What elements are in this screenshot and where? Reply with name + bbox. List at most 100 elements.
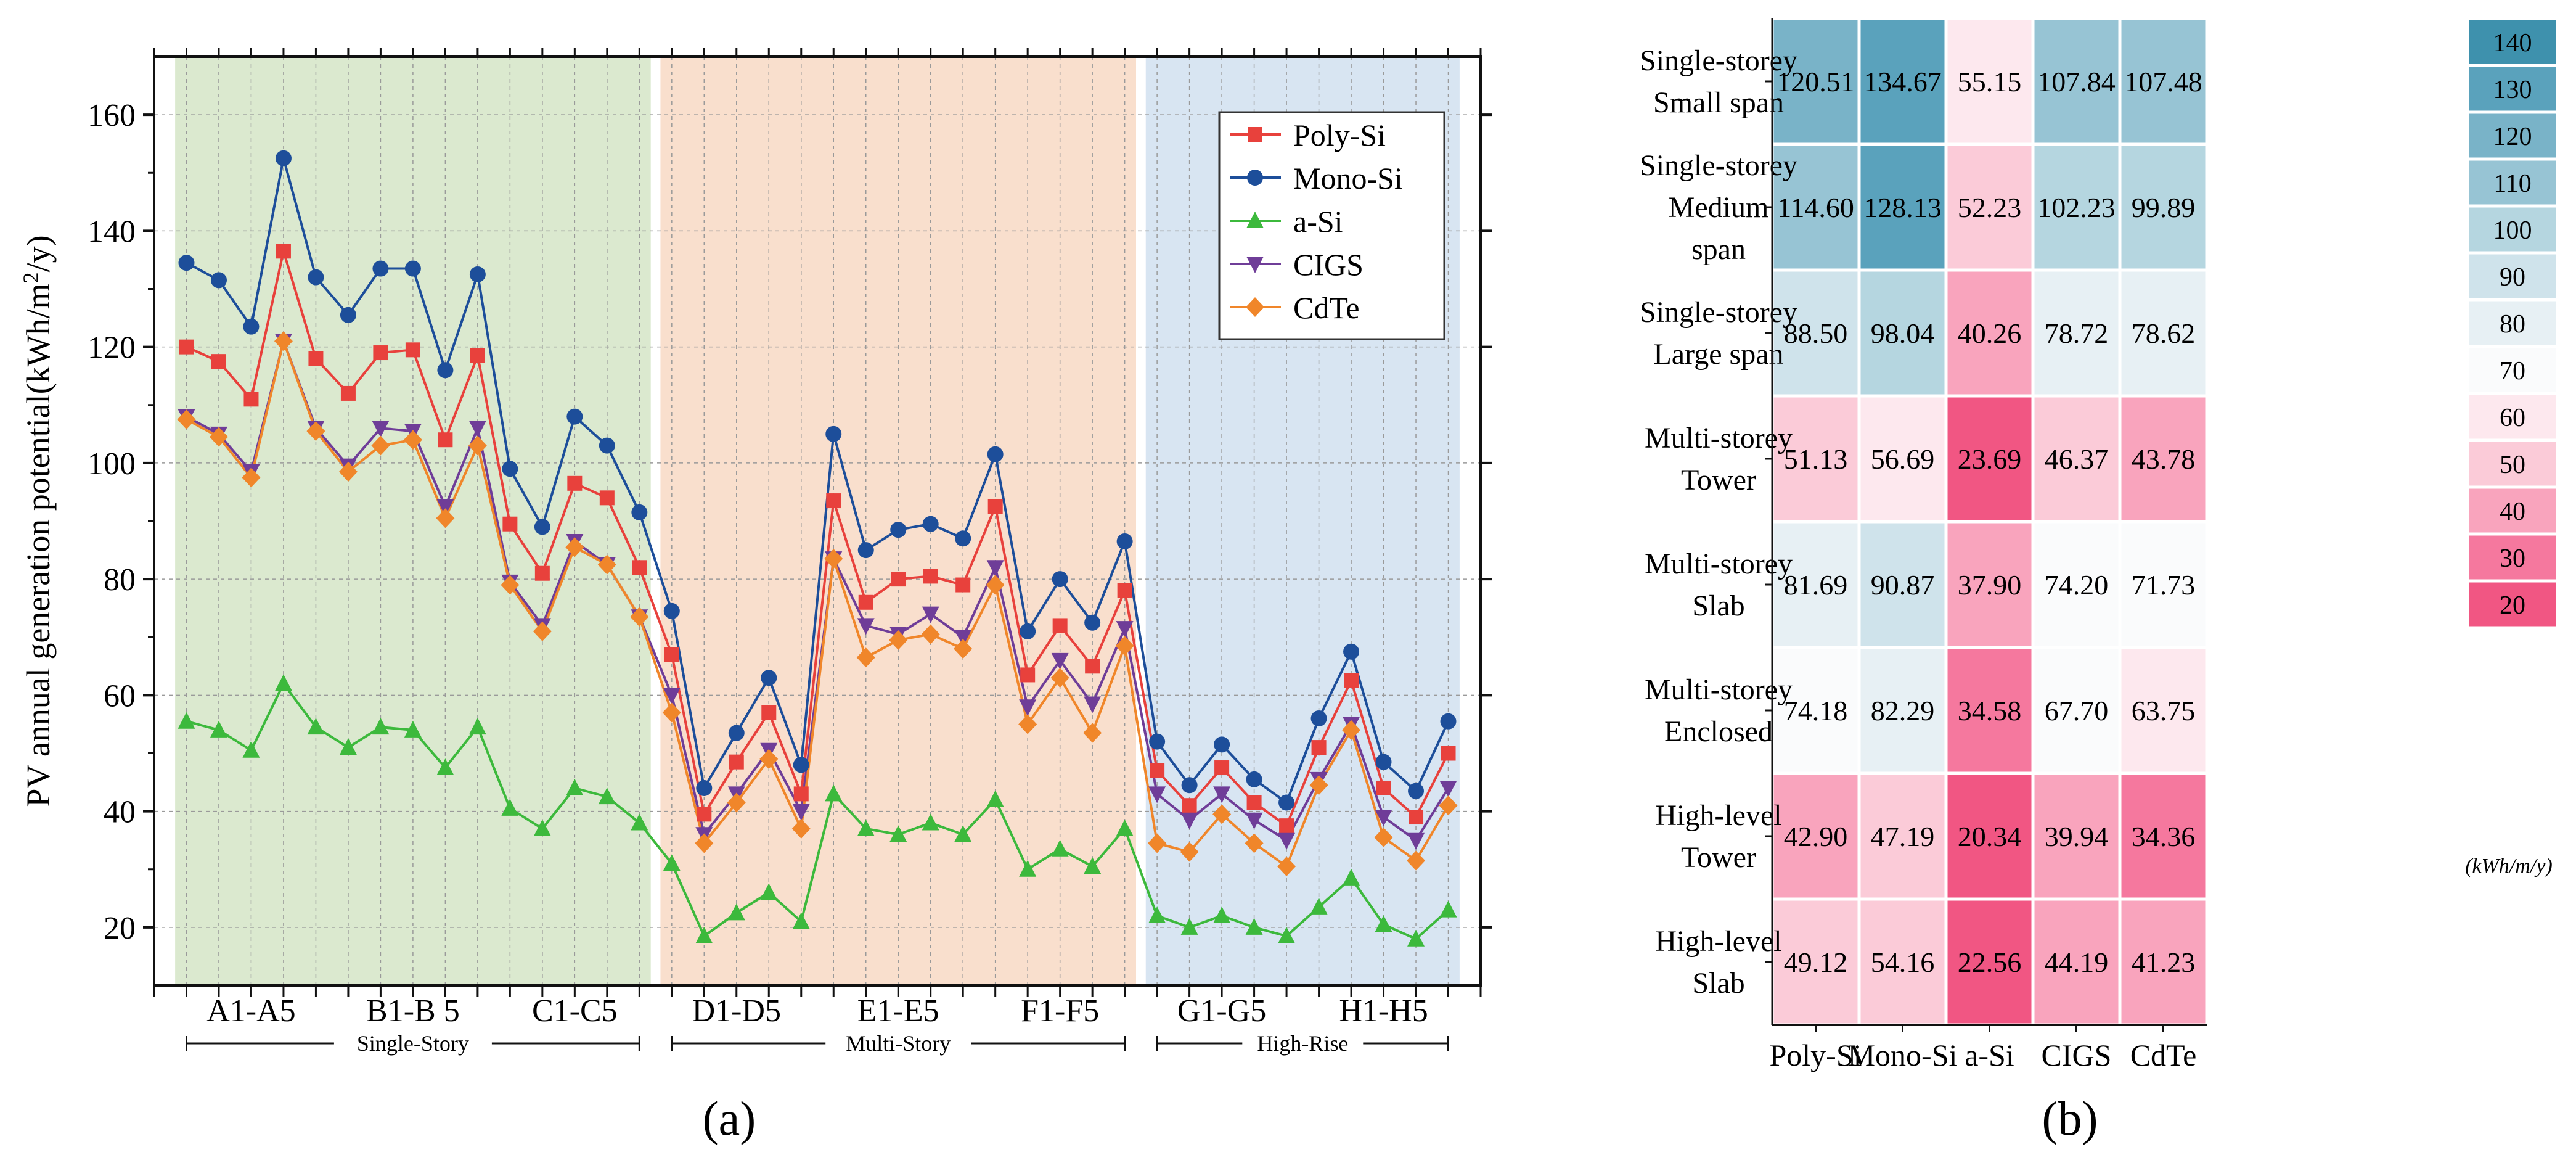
heatmap-cell <box>2118 520 2209 649</box>
x-group-label: A1-A5 <box>206 993 295 1029</box>
y-tick-label: 40 <box>104 795 136 830</box>
point-poly-si <box>1182 798 1197 813</box>
point-poly-si <box>1246 795 1262 810</box>
heatmap-column-label: Mono-Si <box>1848 1038 1958 1072</box>
point-poly-si <box>1150 763 1165 778</box>
heatmap-row-label: Tower <box>1681 841 1756 874</box>
point-a-si <box>210 720 227 738</box>
point-poly-si <box>729 754 744 770</box>
heatmap-cell-value: 52.23 <box>1958 192 2022 223</box>
heatmap-cell-value: 20.34 <box>1958 821 2022 852</box>
point-a-si <box>792 912 810 929</box>
point-mono-si <box>1246 771 1262 787</box>
point-a-si <box>307 718 325 735</box>
heatmap-cell <box>2118 897 2209 1027</box>
point-poly-si <box>179 339 194 355</box>
point-a-si <box>760 883 778 900</box>
point-mono-si <box>825 425 842 442</box>
point-a-si <box>1407 929 1425 947</box>
point-cigs <box>372 421 390 438</box>
heatmap-cell-value: 39.94 <box>2045 821 2109 852</box>
point-poly-si <box>211 354 226 369</box>
heatmap-cell-value: 44.19 <box>2045 947 2109 978</box>
colorbar-label: 80 <box>2500 310 2525 339</box>
point-poly-si <box>697 807 712 822</box>
point-a-si <box>468 718 486 735</box>
point-a-si <box>436 758 454 776</box>
point-mono-si <box>534 519 550 535</box>
heatmap-cell-value: 34.58 <box>1958 695 2022 726</box>
legend-marker-a-si <box>1246 212 1264 228</box>
point-poly-si <box>664 647 679 662</box>
point-poly-si <box>987 499 1003 514</box>
point-cdte <box>727 792 746 813</box>
colorbar: 140 130 120 110 100 90 80 70 60 50 40 30 20 <box>2466 17 2559 630</box>
point-cigs <box>663 688 681 705</box>
heatmap-cell <box>2118 268 2209 398</box>
point-a-si <box>1375 915 1392 932</box>
point-cigs <box>1439 780 1457 797</box>
point-a-si <box>1213 906 1231 924</box>
point-poly-si <box>1279 818 1294 834</box>
point-cdte <box>565 537 584 557</box>
heatmap-cell-value: 114.60 <box>1777 192 1854 223</box>
point-cigs <box>1084 696 1102 713</box>
y-tick-label: 60 <box>104 678 136 713</box>
heatmap-cell <box>2118 17 2209 146</box>
point-cdte <box>954 639 973 659</box>
heatmap-cell-value: 41.23 <box>2132 947 2196 978</box>
point-poly-si <box>1020 667 1036 683</box>
point-cdte <box>1277 857 1296 877</box>
point-poly-si <box>891 572 906 587</box>
point-cigs <box>436 499 454 516</box>
point-mono-si <box>275 150 292 166</box>
x-category-label: Multi-Story <box>846 1031 951 1056</box>
point-cigs <box>986 560 1004 577</box>
heatmap-cell-value: 22.56 <box>1958 947 2022 978</box>
point-cdte <box>1148 833 1167 853</box>
line-chart-panel-a: 20 40 60 80 100 120 140 160 A1-A5 B1-B 5 C1-C5 D1-… <box>18 48 1492 1145</box>
point-a-si <box>1310 897 1328 915</box>
point-a-si <box>631 813 648 831</box>
point-cigs <box>1375 810 1392 827</box>
point-poly-si <box>599 490 615 506</box>
heatmap-cell-value: 99.89 <box>2132 192 2196 223</box>
point-a-si <box>598 787 616 805</box>
x-group-label: B1-B 5 <box>366 993 460 1029</box>
point-poly-si <box>1376 780 1391 795</box>
point-mono-si <box>469 266 486 282</box>
series-lines <box>186 158 1450 941</box>
point-cdte <box>824 549 843 569</box>
point-cigs <box>468 421 486 438</box>
point-cdte <box>371 435 390 456</box>
colorbar-label: 130 <box>2493 76 2532 104</box>
heatmap-cell-value: 107.48 <box>2124 66 2202 97</box>
point-cigs <box>1213 786 1231 804</box>
colorbar-label: 50 <box>2500 451 2525 479</box>
heatmap-cell-value: 56.69 <box>1871 443 1935 475</box>
heatmap-cell-value: 102.23 <box>2037 192 2116 223</box>
heatmap-cell <box>2031 17 2122 146</box>
heatmap-cells: 120.51 134.67 55.15 107.84 107.48 114.60 128.1… <box>1770 17 2209 1027</box>
heatmap-cell-value: 88.50 <box>1784 318 1848 349</box>
point-a-si <box>274 674 292 691</box>
point-mono-si <box>1278 794 1295 811</box>
point-cigs <box>1051 652 1069 670</box>
x-group-label: F1-F5 <box>1021 993 1099 1029</box>
point-cdte <box>662 702 681 723</box>
point-poly-si <box>534 565 550 581</box>
point-cdte <box>242 467 261 488</box>
point-mono-si <box>1116 533 1133 549</box>
point-a-si <box>695 926 713 943</box>
point-a-si <box>372 718 390 735</box>
heatmap-cell-value: 74.20 <box>2045 569 2109 601</box>
heatmap-cell-value: 23.69 <box>1958 443 2022 475</box>
point-cigs <box>1278 832 1296 850</box>
point-poly-si <box>470 348 485 363</box>
point-a-si <box>1439 900 1457 918</box>
point-cdte <box>338 461 358 482</box>
point-cigs <box>1245 812 1263 829</box>
x-group-label: G1-G5 <box>1177 993 1266 1029</box>
